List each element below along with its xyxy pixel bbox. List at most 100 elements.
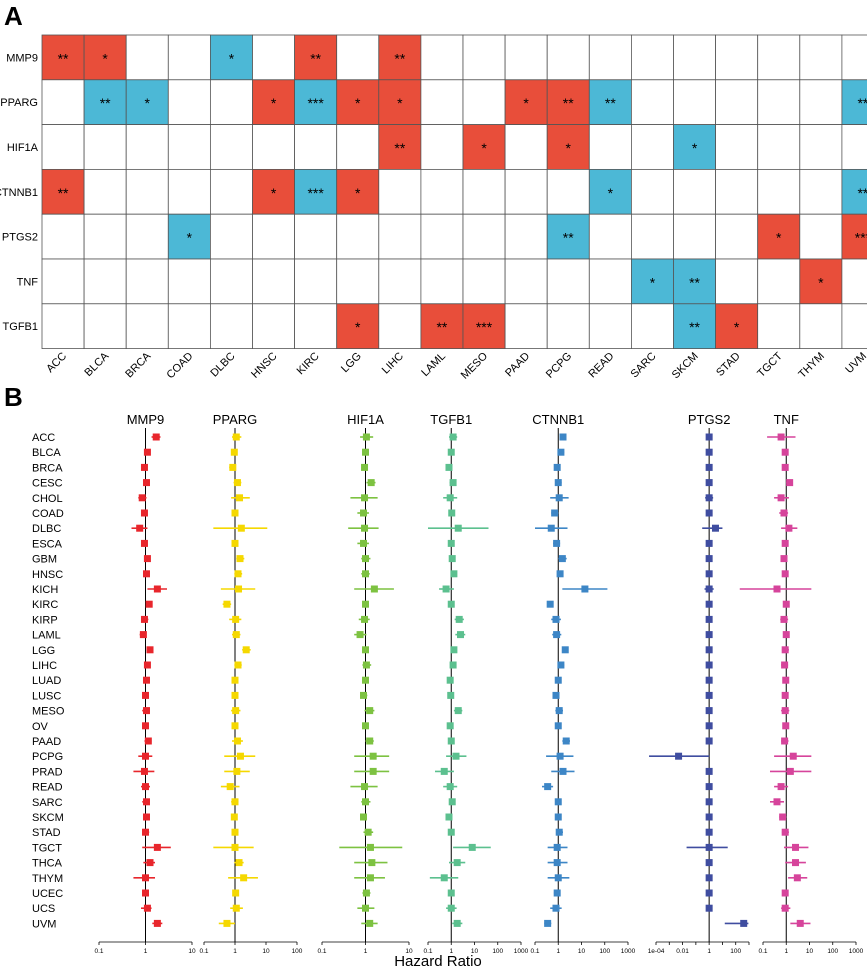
- heatmap-cell-ptgs2-thym: [799, 213, 843, 260]
- hr-point-mmp9-lgg: [146, 646, 154, 654]
- hr-point-hif1a-thca: [368, 859, 376, 867]
- hr-point-tgfb1-coad: [448, 509, 456, 517]
- heatmap-cell-tnf-read: [588, 258, 632, 305]
- hr-point-tnf-dlbc: [785, 524, 793, 532]
- heatmap-cell-tnf-laml: [420, 258, 464, 305]
- hr-point-ptgs2-ov: [705, 722, 713, 730]
- significance-label: *: [608, 185, 614, 201]
- significance-label: ***: [307, 95, 324, 111]
- heatmap-cell-ctnnb1-meso: [462, 168, 506, 215]
- x-tick-label: 1: [364, 948, 368, 955]
- hr-point-tnf-lgg: [781, 646, 789, 654]
- hr-point-tgfb1-thym: [440, 874, 448, 882]
- hr-point-ptgs2-esca: [705, 539, 713, 547]
- heatmap-cell-hif1a-paad: [504, 124, 548, 170]
- hr-point-tgfb1-kirp: [455, 615, 463, 623]
- heatmap-cell-ctnnb1-skcm: [673, 168, 716, 215]
- cancer-label-brca: BRCA: [123, 350, 154, 381]
- panel-a-heatmap: A** * * ** **** * * *** * * * ** ** * ** * * *** * *** * * * * *…: [0, 1, 867, 382]
- hr-point-ptgs2-hnsc: [705, 570, 713, 578]
- forest-row-label-dlbc: DLBC: [32, 523, 61, 535]
- significance-label: **: [310, 50, 321, 66]
- heatmap-cell-pparg-acc: [41, 79, 85, 126]
- heatmap-cell-pparg-blca: [83, 79, 127, 126]
- heatmap-cell-ptgs2-brca: [125, 213, 169, 260]
- heatmap-cell-mmp9-thym: [799, 34, 843, 81]
- heatmap-cell-tnf-pcpg: [546, 258, 590, 305]
- x-tick-label: 0.1: [199, 948, 208, 955]
- heatmap-cell-ptgs2-uvm: [841, 213, 867, 260]
- hr-point-ctnnb1-dlbc: [547, 524, 555, 532]
- forest-row-label-hnsc: HNSC: [32, 569, 63, 581]
- gene-label-pparg: PPARG: [0, 97, 38, 109]
- hr-point-hif1a-cesc: [367, 479, 375, 487]
- heatmap-cell-ctnnb1-stad: [715, 168, 759, 215]
- heatmap-cell-ctnnb1-blca: [83, 168, 127, 215]
- hr-point-tgfb1-dlbc: [454, 524, 462, 532]
- heatmap-cell-tgfb1-meso: [462, 303, 506, 349]
- hr-point-mmp9-luad: [142, 676, 150, 684]
- hr-point-hif1a-kirp: [361, 615, 369, 623]
- hr-point-ptgs2-blca: [705, 448, 713, 456]
- x-tick-label: 1: [784, 948, 788, 955]
- forest-row-label-chol: CHOL: [32, 493, 63, 505]
- hr-point-ptgs2-lgg: [705, 646, 713, 654]
- x-tick-label: 100: [492, 948, 503, 955]
- heatmap-cell-pparg-laml: [420, 79, 464, 126]
- hr-point-tgfb1-luad: [446, 676, 454, 684]
- hr-point-ptgs2-ucs: [705, 904, 713, 912]
- hr-point-ctnnb1-acc: [559, 433, 567, 441]
- heatmap-cell-pparg-uvm: [841, 79, 867, 126]
- hr-point-tgfb1-meso: [454, 707, 462, 715]
- heatmap-cell-tgfb1-paad: [504, 303, 548, 349]
- heatmap-cell-tnf-paad: [504, 258, 548, 305]
- heatmap-cell-tgfb1-blca: [83, 303, 127, 349]
- heatmap-cell-pparg-tgct: [757, 79, 801, 126]
- forest-row-label-gbm: GBM: [32, 554, 57, 566]
- hr-point-tgfb1-cesc: [449, 479, 457, 487]
- hr-point-pparg-acc: [232, 433, 240, 441]
- hr-point-tnf-kirp: [780, 615, 788, 623]
- hr-point-ctnnb1-hnsc: [556, 570, 564, 578]
- heatmap-cell-tgfb1-pcpg: [546, 303, 590, 349]
- gene-label-hif1a: HIF1A: [7, 142, 39, 154]
- hr-point-ptgs2-acc: [705, 433, 713, 441]
- significance-label: *: [481, 140, 487, 156]
- hr-point-hif1a-tgct: [366, 843, 374, 851]
- x-tick-label: 1e-04: [648, 948, 665, 955]
- x-tick-label: 0.1: [94, 948, 103, 955]
- hr-point-mmp9-paad: [144, 737, 152, 745]
- hr-point-tgfb1-tgct: [468, 843, 476, 851]
- forest-row-label-tgct: TGCT: [32, 842, 62, 854]
- x-tick-label: 100: [292, 948, 303, 955]
- heatmap-cell-tgfb1-uvm: [841, 303, 867, 349]
- x-tick-label: 1000: [849, 948, 864, 955]
- heatmap-cell-ptgs2-skcm: [673, 213, 716, 260]
- hr-point-mmp9-pcpg: [142, 752, 149, 760]
- hr-point-tnf-ucs: [781, 904, 789, 912]
- hr-point-pparg-kirc: [223, 600, 231, 608]
- hr-point-mmp9-hnsc: [142, 570, 150, 578]
- cancer-label-laml: LAML: [419, 350, 448, 379]
- forest-panel-ptgs2: PTGS2 1e-04 0.01 1 100: [648, 412, 750, 955]
- hr-point-tgfb1-lgg: [450, 646, 458, 654]
- hr-point-ctnnb1-gbm: [558, 555, 566, 563]
- hr-point-pparg-meso: [232, 707, 240, 715]
- heatmap-cell-ctnnb1-paad: [504, 168, 548, 215]
- hr-point-hif1a-meso: [366, 707, 374, 715]
- x-tick-label: 1: [144, 948, 148, 955]
- forest-row-label-stad: STAD: [32, 827, 61, 839]
- forest-row-label-lihc: LIHC: [32, 660, 57, 672]
- hr-point-ptgs2-gbm: [705, 555, 713, 563]
- hr-point-pparg-ov: [231, 722, 239, 730]
- significance-label: *: [187, 230, 193, 246]
- hr-point-ptgs2-lusc: [705, 691, 713, 699]
- gene-label-tnf: TNF: [17, 276, 39, 288]
- hr-point-tnf-pcpg: [789, 752, 797, 760]
- x-tick-label: 10: [262, 948, 270, 955]
- hr-point-ctnnb1-luad: [554, 676, 562, 684]
- heatmap-cell-pparg-thym: [799, 79, 843, 126]
- hr-point-tgfb1-esca: [447, 539, 455, 547]
- forest-title-ctnnb1: CTNNB1: [532, 412, 584, 427]
- cancer-label-lgg: LGG: [339, 350, 364, 375]
